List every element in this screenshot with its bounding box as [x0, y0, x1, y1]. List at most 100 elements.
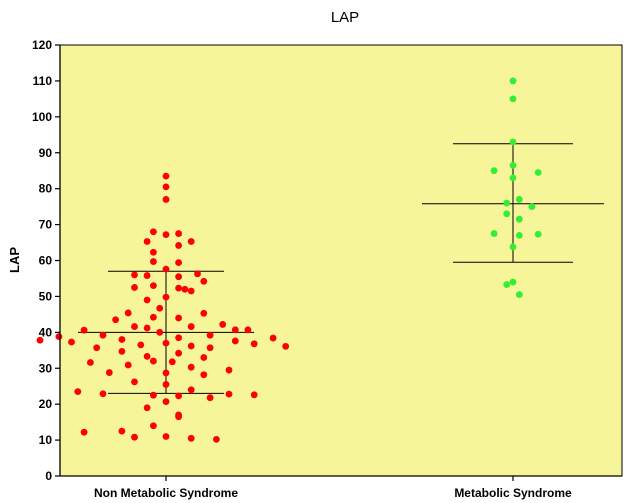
- y-tick-label: 70: [39, 218, 53, 232]
- y-tick-label: 100: [32, 110, 52, 124]
- data-point: [515, 215, 523, 223]
- data-point: [225, 366, 233, 374]
- data-point: [200, 309, 208, 317]
- data-point: [162, 293, 170, 301]
- data-point: [509, 174, 517, 182]
- data-point: [162, 339, 170, 347]
- data-point: [175, 273, 183, 281]
- data-point: [131, 271, 138, 279]
- data-point: [99, 331, 107, 339]
- data-point: [36, 336, 44, 344]
- data-point: [99, 390, 107, 398]
- data-point: [515, 231, 523, 239]
- data-point: [187, 363, 195, 371]
- data-point: [231, 326, 239, 334]
- data-point: [200, 371, 208, 379]
- data-point: [206, 331, 214, 339]
- data-point: [187, 386, 195, 394]
- data-point: [509, 77, 517, 85]
- data-point: [150, 357, 157, 365]
- data-point: [150, 391, 157, 399]
- data-point: [143, 404, 151, 412]
- data-point: [124, 309, 132, 317]
- data-point: [143, 324, 151, 332]
- data-point: [509, 161, 517, 169]
- data-point: [87, 359, 94, 366]
- data-point: [112, 316, 119, 324]
- data-point: [131, 284, 138, 291]
- data-point: [131, 323, 138, 330]
- data-point: [187, 342, 195, 350]
- data-point: [175, 259, 183, 267]
- x-tick-layer: Non Metabolic Syndrome Metabolic Syndrome: [94, 476, 572, 500]
- y-tick-label: 90: [39, 146, 53, 160]
- data-point: [162, 196, 170, 203]
- y-tick-label: 0: [45, 469, 52, 483]
- data-point: [74, 388, 82, 395]
- data-point: [219, 321, 227, 328]
- data-point: [490, 167, 498, 175]
- data-point: [137, 341, 145, 349]
- data-point: [194, 270, 201, 278]
- data-point: [503, 210, 511, 218]
- data-point: [175, 314, 183, 322]
- y-tick-label: 50: [39, 289, 53, 303]
- y-tick-label: 80: [39, 182, 53, 196]
- data-point: [143, 296, 151, 304]
- y-tick-label: 20: [39, 397, 53, 411]
- data-point: [187, 238, 195, 245]
- data-point: [150, 228, 157, 236]
- y-tick-label: 10: [39, 433, 53, 447]
- data-point: [162, 231, 170, 239]
- data-point: [55, 333, 63, 341]
- data-point: [168, 358, 176, 366]
- data-point: [118, 336, 126, 343]
- data-point: [200, 277, 208, 285]
- data-point: [80, 428, 88, 436]
- data-point: [175, 334, 183, 342]
- data-point: [162, 398, 170, 406]
- data-point: [150, 422, 157, 430]
- data-point: [118, 427, 126, 435]
- data-point: [156, 328, 164, 336]
- data-point: [162, 265, 170, 273]
- data-point: [490, 230, 498, 237]
- data-point: [118, 347, 126, 355]
- data-point: [515, 291, 523, 299]
- data-point: [150, 258, 157, 265]
- data-point: [124, 361, 132, 369]
- data-point: [225, 390, 233, 398]
- data-point: [150, 248, 157, 256]
- y-tick-label: 30: [39, 361, 53, 375]
- y-tick-label: 60: [39, 254, 53, 268]
- data-point: [509, 243, 517, 251]
- data-point: [250, 391, 258, 399]
- y-tick-label: 40: [39, 325, 53, 339]
- data-point: [509, 138, 517, 146]
- data-point: [162, 172, 170, 180]
- data-point: [187, 434, 195, 442]
- data-point: [515, 196, 523, 203]
- data-point: [282, 342, 290, 350]
- data-point: [162, 369, 170, 377]
- data-point: [143, 238, 151, 245]
- data-point: [181, 285, 189, 293]
- data-point: [187, 287, 195, 295]
- data-point: [503, 281, 511, 288]
- data-point: [509, 95, 517, 103]
- data-point: [131, 378, 138, 386]
- plot-background: [59, 44, 623, 477]
- data-point: [528, 203, 536, 211]
- points-layer: [36, 77, 542, 443]
- data-point: [68, 338, 75, 346]
- data-point: [187, 323, 195, 330]
- data-point: [143, 352, 151, 360]
- chart-title: LAP: [331, 9, 359, 26]
- y-tick-layer: 0 10 20 30 40 50 60 70 80 90 100 110 120: [32, 38, 60, 483]
- data-point: [175, 230, 183, 237]
- data-point: [231, 337, 239, 345]
- data-point: [156, 304, 164, 312]
- data-point: [244, 326, 252, 334]
